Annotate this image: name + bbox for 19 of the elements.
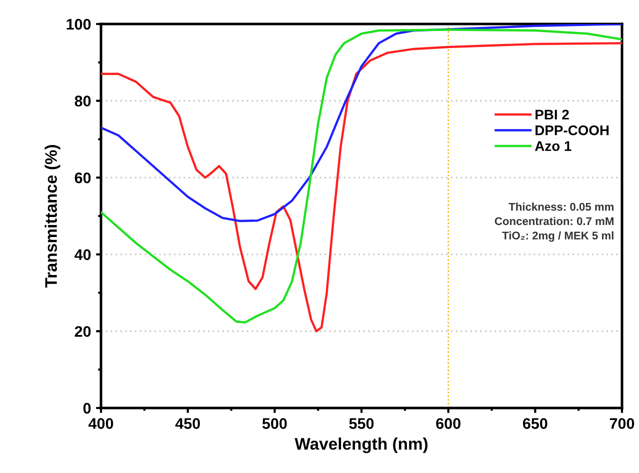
legend-label: DPP-COOH (536, 125, 609, 136)
x-tick-label: 650 (522, 418, 548, 429)
y-tick-label: 20 (74, 326, 91, 337)
x-axis-title: Wavelength (nm) (294, 438, 428, 454)
x-tick-label: 400 (88, 418, 114, 429)
x-tick-label: 550 (349, 418, 374, 429)
x-tick-label: 700 (610, 418, 634, 429)
y-tick-label: 60 (74, 172, 91, 184)
annotation: Thickness: 0.05 mm Concentration: 0.7 mM TiO₂: 2mg / MEK 5 ml (494, 202, 614, 242)
y-tick-label: 40 (74, 249, 91, 260)
y-axis-title: Transmittance (%) (44, 145, 60, 288)
legend-label: PBI 2 (536, 110, 569, 120)
y-tick-label: 0 (83, 402, 91, 414)
y-tick-label: 80 (74, 96, 91, 106)
x-tick-label: 600 (436, 418, 460, 429)
y-tick-label: 100 (66, 18, 91, 30)
legend-label: Azo 1 (534, 141, 572, 151)
x-tick-label: 500 (262, 418, 287, 429)
x-tick-label: 450 (175, 418, 200, 429)
